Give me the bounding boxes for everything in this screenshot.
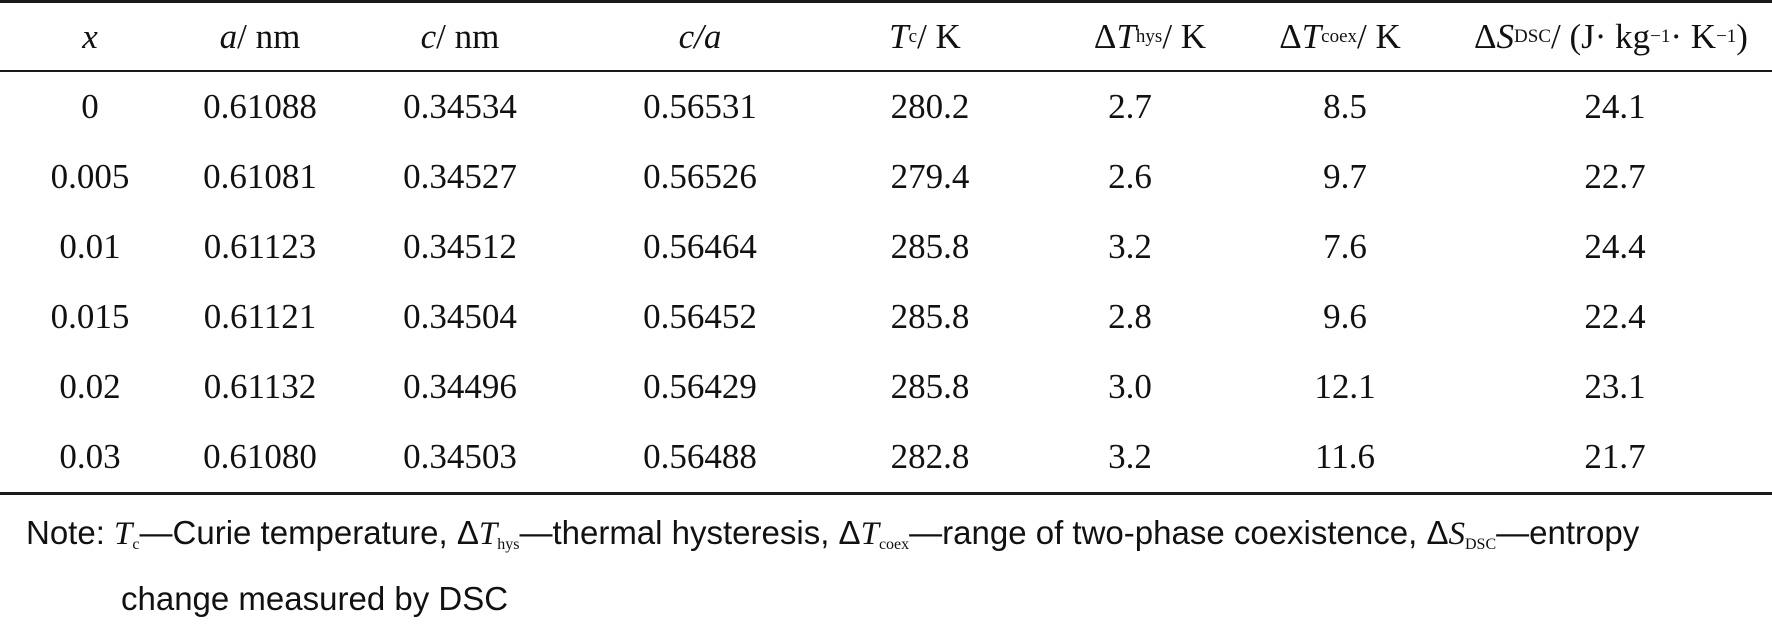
top-rule — [0, 0, 1772, 3]
cell-tc: 280.2 — [890, 87, 970, 126]
cell-delta-t-hys: 2.6 — [1108, 157, 1152, 196]
table-note: Note: Tc—Curie temperature, ΔThys—therma… — [26, 506, 1746, 626]
cell-delta-s-dsc: 22.4 — [1584, 297, 1646, 336]
cell-c-over-a: 0.56452 — [643, 297, 757, 336]
cell-delta-s-dsc: 24.1 — [1584, 87, 1646, 126]
cell-c: 0.34504 — [403, 297, 517, 336]
cell-c-over-a: 0.56526 — [643, 157, 757, 196]
table-row: 0.01 0.61123 0.34512 0.56464 285.8 3.2 7… — [0, 212, 1772, 282]
cell-delta-s-dsc: 22.7 — [1584, 157, 1646, 196]
bottom-rule — [0, 492, 1772, 495]
cell-x: 0.03 — [59, 437, 121, 476]
cell-c: 0.34527 — [403, 157, 517, 196]
cell-c-over-a: 0.56464 — [643, 227, 757, 266]
header-a: a / nm — [219, 16, 301, 56]
cell-tc: 285.8 — [890, 367, 970, 406]
table-row: 0.005 0.61081 0.34527 0.56526 279.4 2.6 … — [0, 142, 1772, 212]
cell-a: 0.61132 — [203, 367, 317, 406]
header-c: c / nm — [420, 16, 500, 56]
cell-delta-t-hys: 2.8 — [1108, 297, 1152, 336]
cell-c: 0.34496 — [403, 367, 517, 406]
cell-a: 0.61080 — [203, 437, 317, 476]
cell-delta-t-coex: 11.6 — [1315, 437, 1375, 476]
cell-delta-t-hys: 3.2 — [1108, 227, 1152, 266]
cell-c: 0.34512 — [403, 227, 517, 266]
cell-x: 0.02 — [59, 367, 121, 406]
cell-delta-t-coex: 12.1 — [1314, 367, 1376, 406]
note-prefix: Note: — [26, 514, 115, 551]
cell-a: 0.61081 — [203, 157, 317, 196]
cell-x: 0.005 — [50, 157, 130, 196]
header-rule — [0, 70, 1772, 72]
cell-c-over-a: 0.56429 — [643, 367, 757, 406]
cell-tc: 282.8 — [890, 437, 970, 476]
cell-delta-s-dsc: 21.7 — [1584, 437, 1646, 476]
cell-a: 0.61123 — [203, 227, 317, 266]
cell-a: 0.61088 — [203, 87, 317, 126]
cell-delta-s-dsc: 24.4 — [1584, 227, 1646, 266]
header-c-over-a: c/a — [678, 16, 722, 56]
header-x: x — [82, 16, 98, 56]
cell-c: 0.34503 — [403, 437, 517, 476]
cell-tc: 279.4 — [890, 157, 970, 196]
table-body: 0 0.61088 0.34534 0.56531 280.2 2.7 8.5 … — [0, 72, 1772, 492]
note-tc-symbol: T — [114, 516, 133, 552]
table-row: 0.015 0.61121 0.34504 0.56452 285.8 2.8 … — [0, 282, 1772, 352]
table-row: 0.02 0.61132 0.34496 0.56429 285.8 3.0 1… — [0, 352, 1772, 422]
cell-delta-t-coex: 8.5 — [1323, 87, 1367, 126]
header-delta-s-dsc: Δ S DSC / (J· kg −1 · K −1) — [1474, 16, 1748, 56]
cell-delta-s-dsc: 23.1 — [1584, 367, 1646, 406]
cell-delta-t-coex: 9.7 — [1323, 157, 1367, 196]
cell-delta-t-hys: 3.2 — [1108, 437, 1152, 476]
cell-x: 0 — [81, 87, 99, 126]
cell-tc: 285.8 — [890, 227, 970, 266]
cell-delta-t-hys: 2.7 — [1108, 87, 1152, 126]
cell-x: 0.015 — [50, 297, 130, 336]
note-line-2: change measured by DSC — [121, 580, 509, 617]
cell-delta-t-hys: 3.0 — [1108, 367, 1152, 406]
table-row: 0 0.61088 0.34534 0.56531 280.2 2.7 8.5 … — [0, 72, 1772, 142]
cell-a: 0.61121 — [203, 297, 317, 336]
cell-delta-t-coex: 9.6 — [1323, 297, 1367, 336]
cell-delta-t-coex: 7.6 — [1323, 227, 1367, 266]
cell-x: 0.01 — [59, 227, 121, 266]
cell-tc: 285.8 — [890, 297, 970, 336]
cell-c-over-a: 0.56531 — [643, 87, 757, 126]
cell-c-over-a: 0.56488 — [643, 437, 757, 476]
cell-c: 0.34534 — [403, 87, 517, 126]
table-row: 0.03 0.61080 0.34503 0.56488 282.8 3.2 1… — [0, 422, 1772, 492]
